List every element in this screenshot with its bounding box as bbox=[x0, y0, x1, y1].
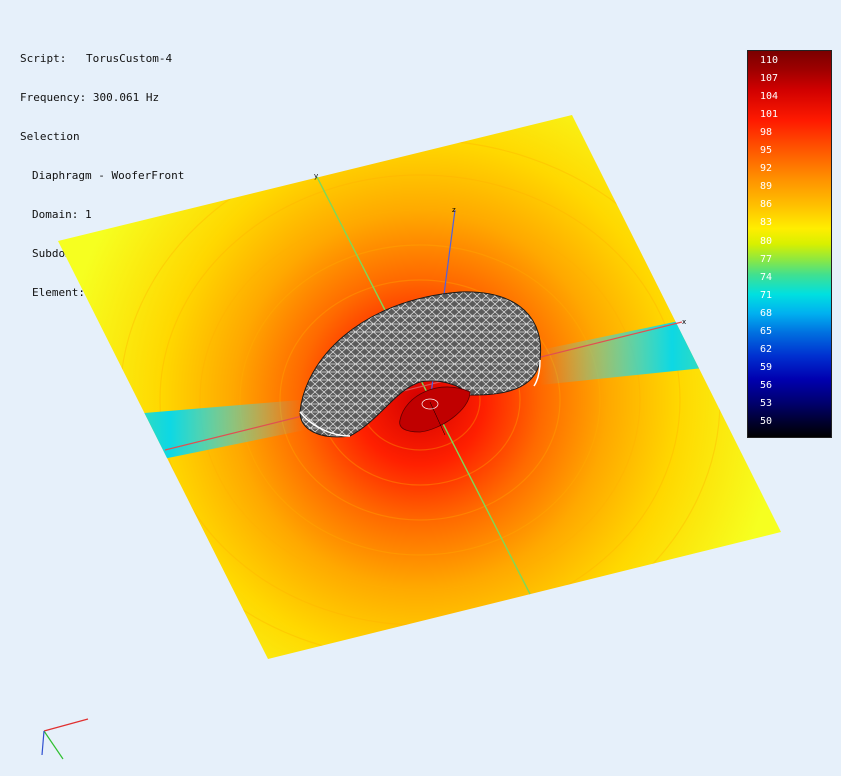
orientation-gizmo bbox=[41, 718, 89, 760]
legend-tick-104: 104 bbox=[760, 91, 779, 103]
script-label: Script: bbox=[20, 52, 67, 65]
frequency-row: Frequency: 300.061 Hz bbox=[20, 91, 191, 104]
legend-tick-62: 62 bbox=[760, 343, 773, 355]
legend-tick-71: 71 bbox=[760, 289, 773, 301]
legend-tick-74: 74 bbox=[760, 271, 773, 283]
legend-tick-53: 53 bbox=[760, 397, 773, 409]
script-row: Script: TorusCustom-4 bbox=[20, 52, 191, 65]
diaphragm[interactable] bbox=[399, 386, 471, 436]
x-axis-end-label: x bbox=[682, 318, 686, 326]
legend-tick-95: 95 bbox=[760, 145, 773, 157]
legend-tick-101: 101 bbox=[760, 109, 779, 121]
legend-tick-89: 89 bbox=[760, 181, 773, 193]
frequency-value: 300.061 Hz bbox=[92, 91, 160, 104]
legend-tick-86: 86 bbox=[760, 199, 773, 211]
legend-tick-59: 59 bbox=[760, 361, 773, 373]
color-scale-legend: 110 107 104 101 98 95 92 89 86 83 80 77 74 71 68 65 62 59… bbox=[747, 50, 832, 438]
domain-line: Domain: 1 bbox=[32, 208, 92, 221]
legend-tick-77: 77 bbox=[760, 253, 773, 265]
legend-tick-107: 107 bbox=[760, 73, 779, 85]
legend-tick-80: 80 bbox=[760, 235, 773, 247]
selection-label: Selection bbox=[20, 130, 80, 143]
z-axis-end-label: z bbox=[452, 206, 456, 214]
legend-tick-56: 56 bbox=[760, 379, 773, 391]
diaphragm-line: Diaphragm - WooferFront bbox=[32, 169, 185, 182]
legend-tick-92: 92 bbox=[760, 163, 773, 175]
script-value: TorusCustom-4 bbox=[86, 52, 173, 65]
torus-mesh[interactable] bbox=[299, 291, 542, 438]
y-axis-end-label: y bbox=[314, 172, 318, 180]
legend-tick-68: 68 bbox=[760, 307, 773, 319]
legend-tick-65: 65 bbox=[760, 325, 773, 337]
legend-tick-110: 110 bbox=[760, 55, 779, 66]
legend-tick-83: 83 bbox=[760, 217, 773, 229]
legend-tick-98: 98 bbox=[760, 127, 773, 139]
frequency-label: Frequency: bbox=[20, 91, 87, 104]
legend-tick-50: 50 bbox=[760, 416, 773, 427]
